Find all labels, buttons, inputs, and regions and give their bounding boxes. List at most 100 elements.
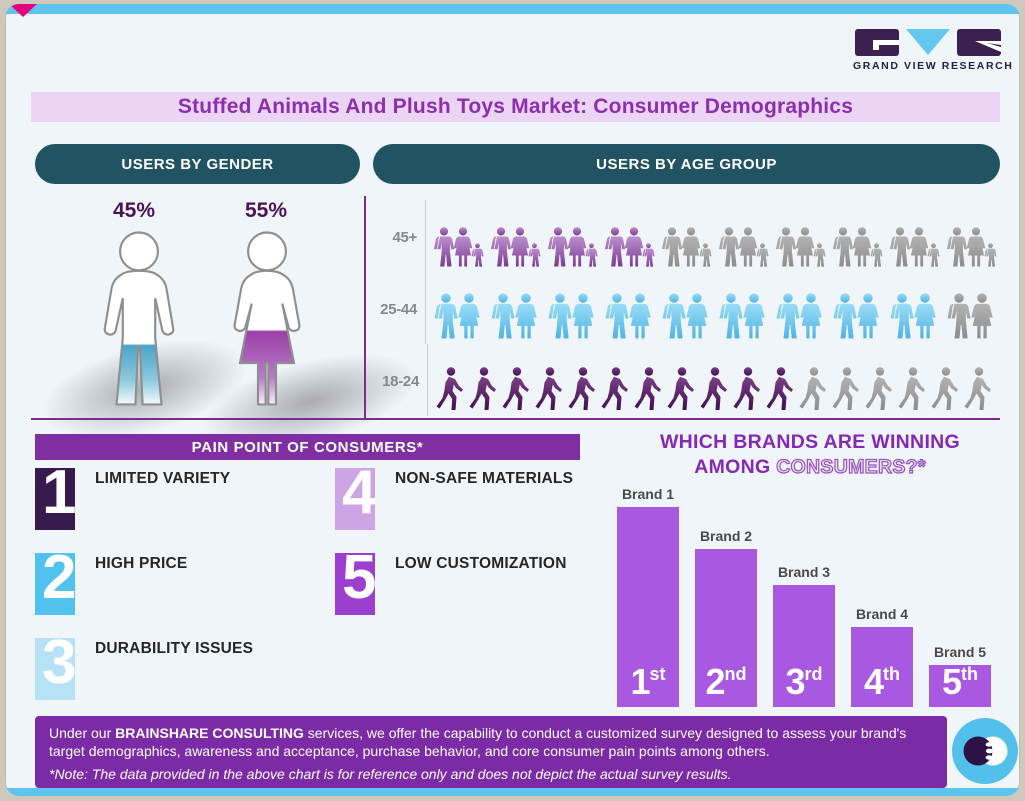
gvr-logo: GRAND VIEW RESEARCH xyxy=(853,28,1014,72)
walking-person-icon xyxy=(567,367,597,411)
family-icon-group xyxy=(490,227,541,267)
walker-icon-group xyxy=(534,367,564,411)
couple-icon-group xyxy=(775,293,824,339)
footer-banner: Under our BRAINSHARE CONSULTING services… xyxy=(35,716,947,788)
walker-icon-group xyxy=(633,367,663,411)
woman-icon xyxy=(741,293,767,339)
walker-icon-group xyxy=(831,367,861,411)
brand-rank-label: 4th xyxy=(863,661,901,702)
walker-icon-group xyxy=(666,367,696,411)
corner-accent-icon xyxy=(9,4,37,17)
gender-header-label: USERS BY GENDER xyxy=(121,155,274,173)
brand-name-label: Brand 5 xyxy=(933,644,987,660)
pain-point-item: 3 DURABILITY ISSUES xyxy=(35,638,253,700)
walker-icon-group xyxy=(501,367,531,411)
couple-icon-group xyxy=(718,293,767,339)
woman-icon xyxy=(684,293,710,339)
brands-title: WHICH BRANDS ARE WINNING AMONG CONSUMERS… xyxy=(605,430,1015,480)
walker-icon-group xyxy=(567,367,597,411)
walking-person-icon xyxy=(897,367,927,411)
age-row: 18-24 xyxy=(373,344,1003,416)
woman-icon xyxy=(456,293,482,339)
pain-items: 1 LIMITED VARIETY 2 HIGH PRICE 3 DURABILITY I… xyxy=(35,468,595,718)
woman-icon xyxy=(627,293,653,339)
family-icon-group xyxy=(889,227,940,267)
pain-section-header: PAIN POINT OF CONSUMERS* xyxy=(35,434,580,460)
brand-bar: 1st xyxy=(617,507,679,707)
pain-number: 2 xyxy=(42,553,75,612)
walker-icon-group xyxy=(435,367,465,411)
top-accent-strip xyxy=(5,4,1020,14)
walking-person-icon xyxy=(699,367,729,411)
gvr-logo-icon xyxy=(855,29,1001,56)
walking-person-icon xyxy=(534,367,564,411)
pain-header-label: PAIN POINT OF CONSUMERS* xyxy=(191,438,424,456)
brand-name-label: Brand 4 xyxy=(855,606,909,622)
child-icon xyxy=(927,243,940,267)
couple-icon-group xyxy=(889,293,938,339)
couple-icon-group xyxy=(604,293,653,339)
pain-number-tile: 2 xyxy=(35,553,75,615)
woman-icon xyxy=(798,293,824,339)
couple-icon-group xyxy=(547,293,596,339)
walking-person-icon xyxy=(501,367,531,411)
page-title: Stuffed Animals And Plush Toys Market: C… xyxy=(177,95,854,118)
male-percentage: 45% xyxy=(112,199,156,222)
walking-person-icon xyxy=(798,367,828,411)
brand-rank-label: 5th xyxy=(941,661,979,702)
couple-icon-group xyxy=(661,293,710,339)
pain-point-label: DURABILITY ISSUES xyxy=(95,640,254,657)
child-icon xyxy=(585,243,598,267)
male-figure-icon xyxy=(103,231,175,406)
couple-icon-group xyxy=(490,293,539,339)
age-header-label: USERS BY AGE GROUP xyxy=(596,155,777,173)
walker-icon-group xyxy=(897,367,927,411)
horizontal-divider xyxy=(31,418,1000,420)
child-icon xyxy=(471,243,484,267)
brand-name-label: Brand 3 xyxy=(777,564,831,580)
vertical-divider xyxy=(364,196,366,419)
walking-person-icon xyxy=(831,367,861,411)
brand-rank-label: 2nd xyxy=(705,661,747,702)
brainshare-logo-icon xyxy=(952,718,1018,784)
walker-icon-group xyxy=(468,367,498,411)
walking-person-icon xyxy=(963,367,993,411)
woman-icon xyxy=(855,293,881,339)
family-icon-group xyxy=(832,227,883,267)
walking-person-icon xyxy=(930,367,960,411)
couple-icon-group xyxy=(946,293,995,339)
bottom-accent-strip xyxy=(5,788,1020,796)
female-figure-icon xyxy=(233,231,301,406)
pain-number-tile: 5 xyxy=(335,553,375,615)
pain-number-tile: 1 xyxy=(35,468,75,530)
woman-icon xyxy=(570,293,596,339)
walker-icon-group xyxy=(798,367,828,411)
pain-number: 4 xyxy=(342,468,375,527)
age-row: 25-44 xyxy=(373,272,1003,344)
woman-icon xyxy=(912,293,938,339)
age-section-header: USERS BY AGE GROUP xyxy=(373,144,1000,184)
age-row-label: 25-44 xyxy=(380,301,417,318)
pain-point-label: LOW CUSTOMIZATION xyxy=(395,555,567,572)
gvr-logo-text: GRAND VIEW RESEARCH xyxy=(853,60,1014,72)
brand-rank-label: 3rd xyxy=(785,661,823,702)
age-row-icons xyxy=(425,200,1003,272)
walking-person-icon xyxy=(633,367,663,411)
brand-bar: 4th xyxy=(851,627,913,707)
family-icon-group xyxy=(433,227,484,267)
brands-title-line1: WHICH BRANDS ARE WINNING xyxy=(659,431,961,453)
walker-icon-group xyxy=(600,367,630,411)
child-icon xyxy=(699,243,712,267)
title-banner: Stuffed Animals And Plush Toys Market: C… xyxy=(31,92,1000,122)
brand-bar: 3rd xyxy=(773,585,835,707)
female-percentage: 55% xyxy=(244,199,288,222)
pain-point-item: 5 LOW CUSTOMIZATION xyxy=(335,553,567,615)
family-icon-group xyxy=(547,227,598,267)
age-row-label: 18-24 xyxy=(382,373,419,390)
family-icon-group xyxy=(775,227,826,267)
footer-note: *Note: The data provided in the above ch… xyxy=(49,766,732,782)
couple-icon-group xyxy=(433,293,482,339)
walking-person-icon xyxy=(435,367,465,411)
family-icon-group xyxy=(604,227,655,267)
brand-bar: 5th xyxy=(929,664,991,707)
